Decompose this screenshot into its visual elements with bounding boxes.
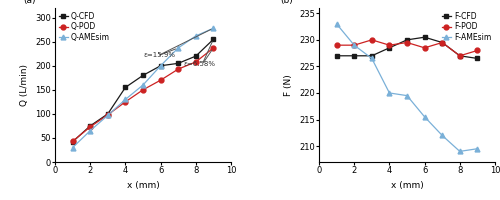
X-axis label: x (mm): x (mm) bbox=[126, 181, 160, 190]
F-CFD bbox=[369, 55, 375, 57]
Line: Q-AMEsim: Q-AMEsim bbox=[70, 26, 216, 150]
X-axis label: x (mm): x (mm) bbox=[390, 181, 424, 190]
Q-CFD bbox=[122, 86, 128, 89]
F-CFD bbox=[457, 55, 463, 57]
Y-axis label: F (N): F (N) bbox=[284, 74, 294, 96]
F-POD bbox=[386, 44, 392, 46]
F-AMEsim bbox=[439, 134, 445, 137]
F-CFD bbox=[334, 55, 340, 57]
F-AMEsim bbox=[404, 94, 410, 97]
Q-CFD bbox=[105, 113, 111, 115]
Q-CFD bbox=[175, 62, 181, 65]
Line: Q-CFD: Q-CFD bbox=[70, 37, 216, 144]
F-CFD bbox=[404, 39, 410, 41]
Line: Q-POD: Q-POD bbox=[70, 46, 216, 144]
Y-axis label: Q (L/min): Q (L/min) bbox=[20, 64, 30, 106]
F-POD bbox=[369, 39, 375, 41]
Legend: Q-CFD, Q-POD, Q-AMEsim: Q-CFD, Q-POD, Q-AMEsim bbox=[58, 10, 112, 43]
Q-AMEsim bbox=[105, 114, 111, 117]
Q-AMEsim bbox=[70, 146, 75, 149]
F-CFD bbox=[439, 41, 445, 44]
F-CFD bbox=[351, 55, 357, 57]
Q-AMEsim bbox=[87, 130, 93, 132]
Text: ε=15.9%: ε=15.9% bbox=[143, 52, 175, 58]
F-POD bbox=[439, 41, 445, 44]
Q-CFD bbox=[158, 65, 164, 67]
F-POD bbox=[474, 49, 480, 52]
F-AMEsim bbox=[422, 116, 428, 118]
F-CFD bbox=[386, 47, 392, 49]
Q-AMEsim bbox=[158, 65, 164, 67]
Q-POD bbox=[210, 47, 216, 49]
Line: F-CFD: F-CFD bbox=[334, 35, 480, 61]
F-POD bbox=[422, 47, 428, 49]
Line: F-AMEsim: F-AMEsim bbox=[334, 22, 480, 154]
Q-POD bbox=[70, 140, 75, 143]
Q-AMEsim bbox=[175, 47, 181, 49]
Q-POD bbox=[105, 114, 111, 116]
F-CFD bbox=[422, 36, 428, 38]
F-AMEsim bbox=[351, 44, 357, 46]
Q-AMEsim bbox=[193, 35, 199, 37]
Q-CFD bbox=[210, 38, 216, 40]
Q-CFD bbox=[140, 74, 146, 77]
Text: ε=6.58%: ε=6.58% bbox=[184, 61, 216, 67]
Q-CFD bbox=[193, 55, 199, 57]
F-AMEsim bbox=[474, 148, 480, 150]
Q-CFD bbox=[70, 141, 75, 143]
F-CFD bbox=[474, 57, 480, 60]
F-AMEsim bbox=[386, 92, 392, 94]
Q-AMEsim bbox=[122, 98, 128, 101]
Q-POD bbox=[122, 101, 128, 103]
Q-POD bbox=[140, 89, 146, 91]
Line: F-POD: F-POD bbox=[334, 37, 480, 58]
F-POD bbox=[351, 44, 357, 46]
F-AMEsim bbox=[334, 23, 340, 25]
F-POD bbox=[457, 55, 463, 57]
Q-POD bbox=[193, 61, 199, 63]
Q-POD bbox=[175, 68, 181, 70]
Text: (b): (b) bbox=[280, 0, 293, 5]
Legend: F-CFD, F-POD, F-AMEsim: F-CFD, F-POD, F-AMEsim bbox=[440, 10, 492, 43]
Q-POD bbox=[87, 126, 93, 128]
Q-CFD bbox=[87, 125, 93, 127]
Q-AMEsim bbox=[140, 84, 146, 86]
Q-POD bbox=[158, 79, 164, 81]
Q-AMEsim bbox=[210, 27, 216, 29]
F-POD bbox=[334, 44, 340, 46]
F-AMEsim bbox=[457, 150, 463, 153]
Text: (a): (a) bbox=[24, 0, 36, 5]
F-POD bbox=[404, 41, 410, 44]
F-AMEsim bbox=[369, 57, 375, 60]
